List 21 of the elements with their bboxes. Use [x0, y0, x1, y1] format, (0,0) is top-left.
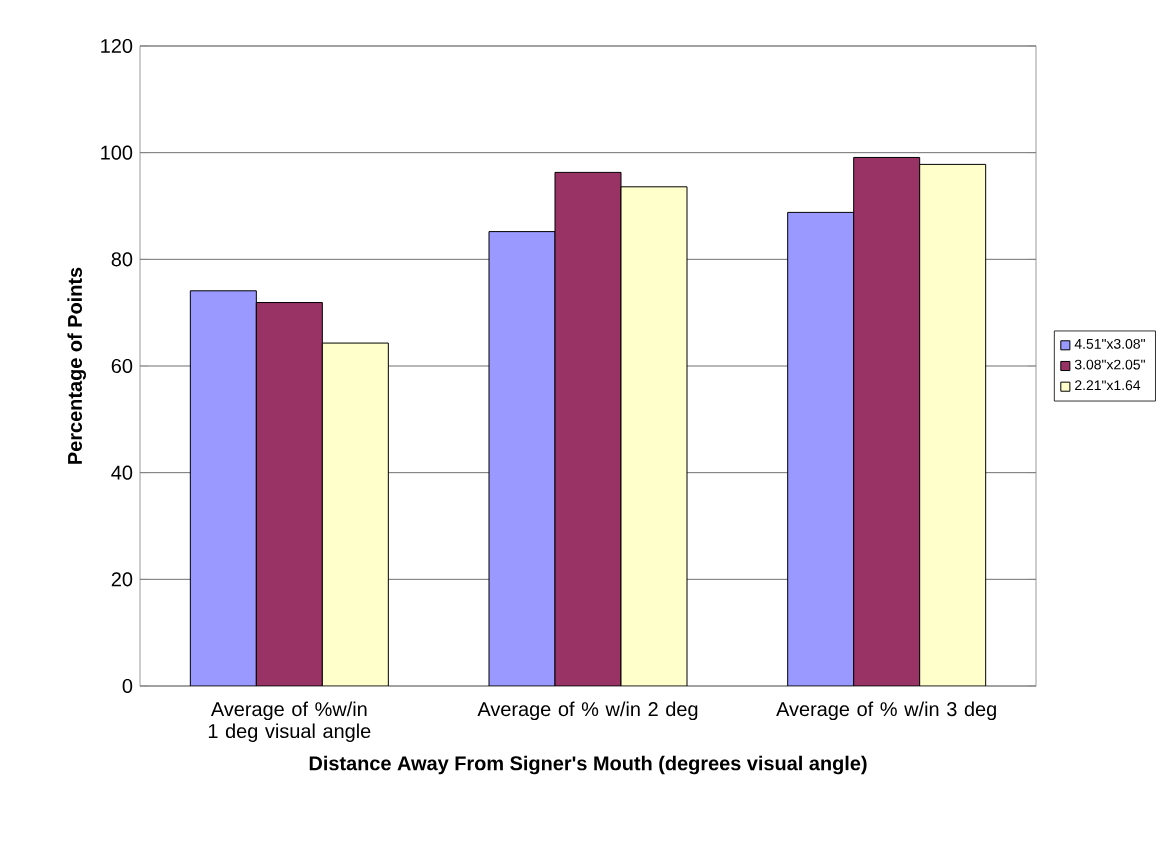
bar: [554, 171, 622, 686]
y-axis-title: Percentage of Points: [67, 267, 87, 464]
y-tick-label: 100: [101, 145, 133, 160]
y-tick-label: 120: [101, 38, 133, 54]
bar: [787, 211, 855, 686]
x-tick-label: Average of %w/in 1 deg visual angle: [208, 701, 371, 743]
bar: [488, 231, 556, 686]
y-tick-label: 0: [122, 678, 133, 694]
y-tick-label: 20: [111, 572, 133, 587]
x-tick-label: Average of % w/in 3 deg: [776, 701, 996, 721]
y-tick-label: 40: [111, 465, 133, 480]
y-tick-label: 80: [111, 252, 133, 267]
bar: [189, 290, 257, 686]
bar: [620, 186, 688, 686]
bar: [853, 156, 921, 686]
x-tick-label: Average of % w/in 2 deg: [477, 701, 698, 721]
bar: [255, 302, 323, 686]
bar: [919, 163, 987, 686]
x-axis-title: Distance Away From Signer's Mouth (degrees visual angle): [309, 755, 867, 775]
y-tick-label: 60: [111, 358, 133, 374]
bar: [321, 342, 389, 686]
